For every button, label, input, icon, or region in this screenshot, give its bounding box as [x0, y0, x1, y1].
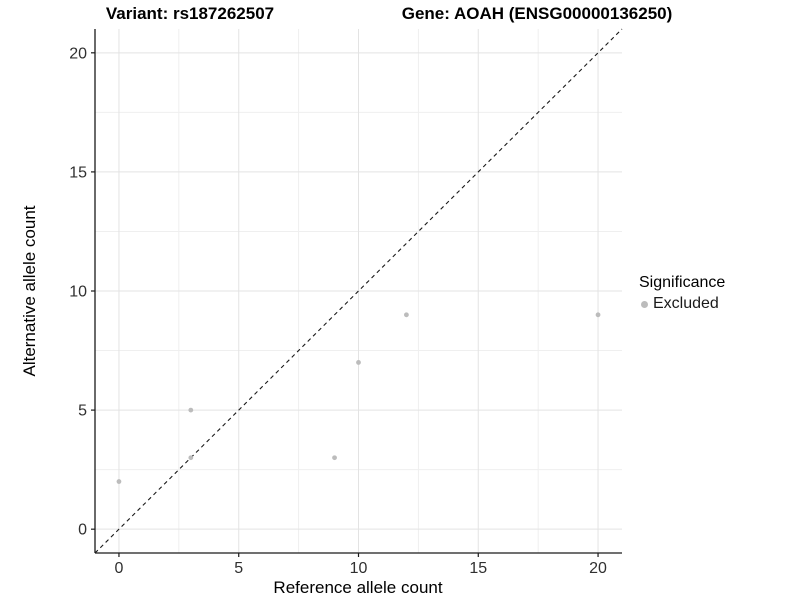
- legend-title: Significance: [639, 274, 726, 291]
- plot-title-variant: Variant: rs187262507: [105, 4, 275, 23]
- legend: Significance Excluded: [639, 274, 725, 313]
- legend-item-excluded: Excluded: [639, 295, 725, 313]
- data-point: [595, 312, 601, 318]
- x-tick-label: 5: [234, 560, 243, 577]
- data-point: [188, 407, 194, 413]
- y-tick-label: 0: [78, 522, 87, 539]
- y-tick-label: 20: [69, 45, 87, 62]
- legend-item-label: Excluded: [653, 295, 719, 312]
- x-tick-label: 20: [589, 560, 607, 577]
- x-axis-title: Reference allele count: [273, 578, 443, 597]
- data-point: [332, 455, 337, 461]
- data-point: [188, 455, 194, 461]
- data-point: [116, 479, 122, 484]
- x-tick-label: 10: [350, 560, 368, 577]
- x-tick-label: 0: [115, 560, 124, 577]
- excluded-point-swatch: [641, 300, 648, 308]
- data-point: [404, 312, 409, 318]
- y-tick-label: 15: [69, 164, 87, 181]
- identity-line: [94, 28, 623, 554]
- y-tick-label: 5: [78, 403, 87, 420]
- y-tick-label: 10: [69, 284, 87, 301]
- y-axis-title: Alternative allele count: [20, 205, 39, 377]
- data-point: [356, 360, 361, 365]
- x-tick-label: 15: [469, 560, 487, 577]
- plot-title-gene: Gene: AOAH (ENSG00000136250): [401, 4, 673, 23]
